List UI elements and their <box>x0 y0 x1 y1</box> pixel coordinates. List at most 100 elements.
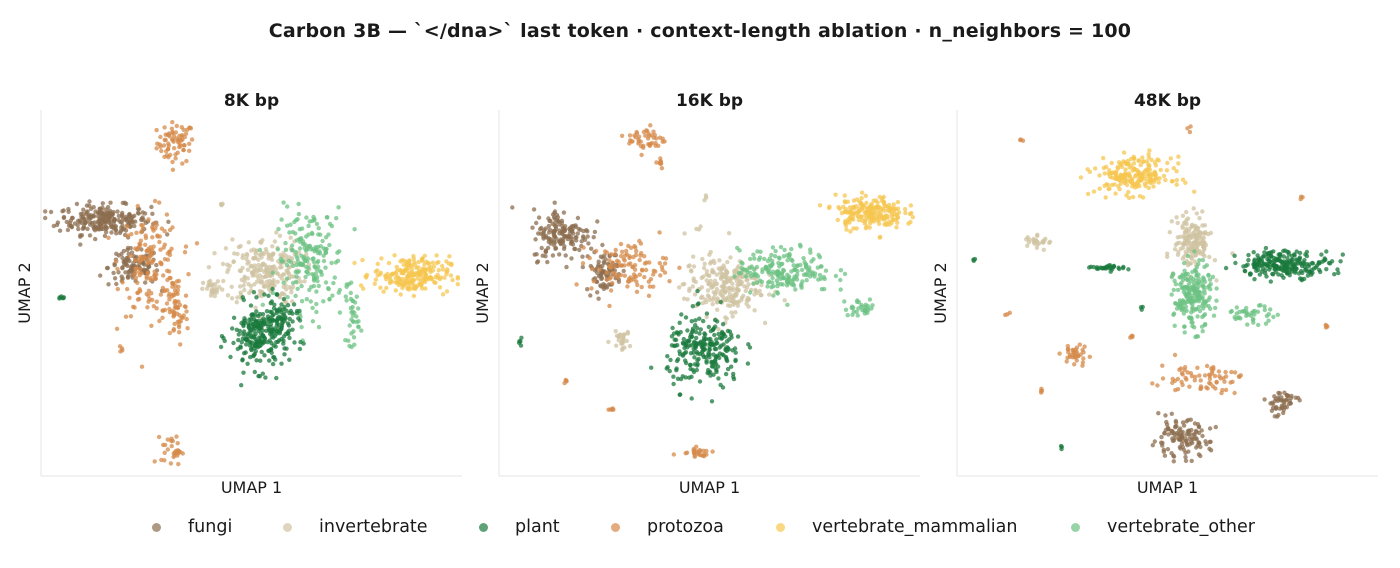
point-fungi <box>552 200 557 205</box>
point-fungi <box>1187 436 1192 441</box>
point-vertebrate-other <box>312 249 317 254</box>
point-protozoa <box>608 264 613 269</box>
point-invertebrate <box>1214 278 1219 283</box>
point-invertebrate <box>1178 234 1183 239</box>
point-fungi <box>1289 393 1294 399</box>
point-vertebrate-mammalian <box>845 199 850 204</box>
point-vertebrate-mammalian <box>1078 175 1084 180</box>
point-vertebrate-other <box>1172 278 1177 283</box>
point-plant <box>1335 267 1340 272</box>
point-vertebrate-mammalian <box>887 219 892 224</box>
point-vertebrate-other <box>299 283 304 289</box>
point-invertebrate <box>1200 243 1206 248</box>
point-vertebrate-mammalian <box>826 205 832 211</box>
point-invertebrate <box>729 275 734 281</box>
point-fungi <box>1156 411 1161 416</box>
point-vertebrate-other <box>809 259 814 264</box>
point-vertebrate-mammalian <box>416 259 421 265</box>
point-plant <box>262 353 267 358</box>
point-fungi <box>543 226 548 231</box>
point-plant <box>1242 269 1248 274</box>
point-vertebrate-other <box>281 200 286 205</box>
point-vertebrate-other <box>299 324 304 330</box>
point-invertebrate <box>718 276 724 281</box>
point-invertebrate <box>278 252 283 258</box>
point-vertebrate-mammalian <box>406 287 412 292</box>
point-protozoa <box>1081 356 1086 361</box>
point-vertebrate-other <box>319 269 324 275</box>
point-invertebrate <box>710 301 715 307</box>
point-invertebrate <box>699 275 704 281</box>
point-protozoa <box>677 265 682 270</box>
point-protozoa <box>1080 363 1085 368</box>
point-vertebrate-other <box>1194 273 1200 278</box>
point-fungi <box>103 221 108 226</box>
point-plant <box>708 328 714 334</box>
point-protozoa <box>152 198 158 204</box>
point-vertebrate-other <box>1193 278 1199 283</box>
point-invertebrate <box>1172 247 1178 252</box>
point-plant <box>719 336 724 341</box>
point-vertebrate-mammalian <box>864 224 869 229</box>
point-vertebrate-mammalian <box>856 217 862 223</box>
point-plant <box>1282 266 1287 271</box>
point-protozoa <box>1204 363 1210 369</box>
point-invertebrate <box>737 278 743 284</box>
point-fungi <box>1191 436 1196 442</box>
point-fungi <box>1150 443 1156 448</box>
point-invertebrate <box>621 335 626 341</box>
cluster-plant <box>1223 245 1346 284</box>
point-fungi <box>531 207 537 212</box>
cluster-protozoa <box>1018 137 1026 143</box>
point-plant <box>715 353 720 358</box>
point-vertebrate-other <box>285 295 290 300</box>
point-invertebrate <box>1184 226 1189 232</box>
point-plant <box>1265 253 1270 258</box>
point-protozoa <box>149 252 155 257</box>
point-plant <box>276 322 281 327</box>
point-vertebrate-mammalian <box>1163 177 1168 183</box>
point-fungi <box>1177 437 1183 442</box>
point-protozoa <box>589 266 595 272</box>
point-invertebrate <box>717 258 722 263</box>
point-fungi <box>592 229 598 235</box>
point-invertebrate <box>744 298 749 303</box>
point-invertebrate <box>726 295 731 300</box>
point-plant <box>1302 258 1307 263</box>
point-vertebrate-mammalian <box>1147 148 1152 153</box>
point-vertebrate-other <box>316 264 321 270</box>
point-plant <box>1058 443 1064 449</box>
y-axis-label: UMAP 2 <box>931 262 950 323</box>
point-protozoa <box>184 309 189 314</box>
point-fungi <box>1152 439 1158 444</box>
point-vertebrate-other <box>306 265 311 270</box>
point-fungi <box>543 249 548 254</box>
point-protozoa <box>1197 373 1202 378</box>
point-plant <box>248 327 253 333</box>
point-invertebrate <box>242 287 247 293</box>
point-invertebrate <box>1175 220 1180 226</box>
point-fungi <box>74 201 80 207</box>
point-plant <box>1297 250 1303 256</box>
point-plant <box>1298 261 1304 267</box>
point-vertebrate-mammalian <box>906 221 911 226</box>
point-protozoa <box>169 126 175 131</box>
point-plant <box>248 346 254 352</box>
point-protozoa <box>170 284 175 289</box>
point-vertebrate-other <box>348 306 354 311</box>
point-fungi <box>1281 407 1287 413</box>
point-protozoa <box>164 212 170 217</box>
cluster-protozoa <box>1057 342 1093 368</box>
point-vertebrate-mammalian <box>361 286 366 291</box>
point-vertebrate-other <box>793 267 798 272</box>
point-fungi <box>127 212 132 217</box>
point-plant <box>713 365 718 371</box>
point-vertebrate-other <box>1190 320 1195 325</box>
point-protozoa <box>167 269 172 274</box>
point-plant <box>279 316 285 322</box>
point-invertebrate <box>206 265 212 270</box>
point-plant <box>683 350 689 355</box>
point-plant <box>1109 267 1115 272</box>
cluster-protozoa <box>1298 194 1305 202</box>
point-vertebrate-other <box>856 306 861 311</box>
